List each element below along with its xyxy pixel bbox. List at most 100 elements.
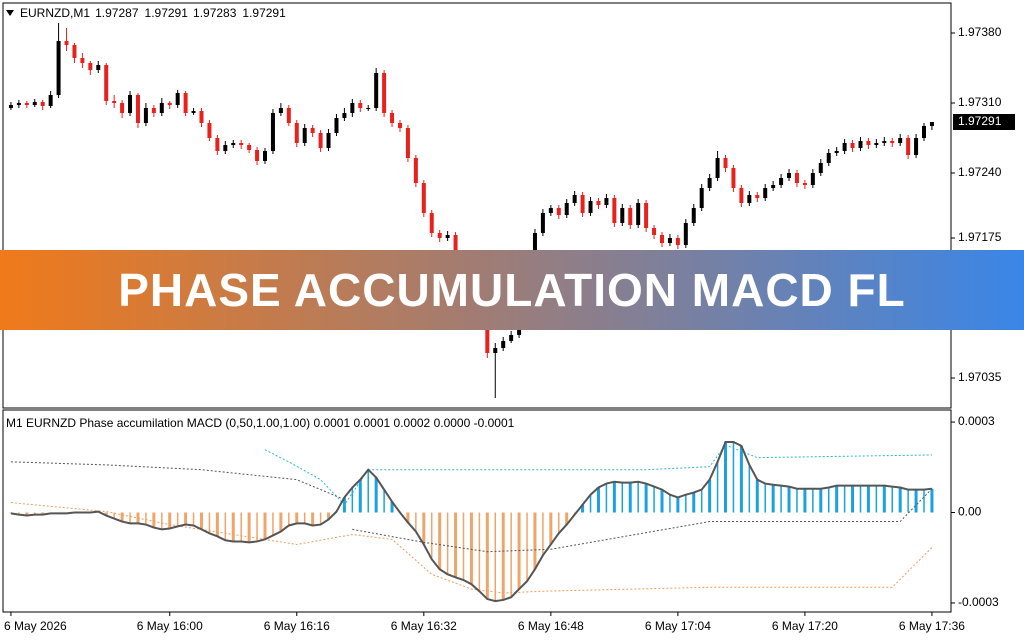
histogram-bar <box>120 512 124 522</box>
histogram-bar <box>923 489 925 513</box>
candle-body <box>294 123 299 143</box>
histogram-bar <box>724 441 728 513</box>
histogram-bar <box>247 512 251 543</box>
histogram-bar <box>192 512 195 526</box>
candle-body <box>715 158 720 178</box>
candle-body <box>24 103 29 105</box>
histogram-bar <box>907 489 909 513</box>
candle-body <box>636 203 641 225</box>
band-line <box>10 502 933 594</box>
candle-body <box>818 163 823 173</box>
histogram-bar <box>485 512 489 600</box>
x-tick-label: 6 May 17:20 <box>772 619 838 633</box>
histogram-bar <box>422 512 426 545</box>
candle-body <box>771 185 776 188</box>
candle-body <box>699 188 704 208</box>
histogram-bar <box>319 512 322 525</box>
candle-body <box>40 102 45 106</box>
histogram-bar <box>34 512 36 515</box>
candle-body <box>175 93 180 105</box>
candle-body <box>675 238 680 245</box>
candle-body <box>112 101 117 103</box>
candle-body <box>104 65 109 101</box>
main-pane <box>2 2 952 409</box>
candle-body <box>429 213 434 233</box>
candle-body <box>437 233 442 238</box>
histogram-bar <box>390 501 394 513</box>
histogram-bar <box>199 512 203 530</box>
histogram-bar <box>415 512 417 532</box>
candle-body <box>263 151 268 161</box>
histogram-bar <box>739 445 743 513</box>
histogram-bar <box>41 512 45 515</box>
histogram-bar <box>18 512 20 515</box>
candle-body <box>318 133 323 148</box>
candle-body <box>286 108 291 123</box>
candle-body <box>604 198 609 205</box>
histogram-bar <box>930 488 934 513</box>
x-tick-label: 6 May 17:36 <box>899 619 965 633</box>
candle-body <box>64 41 69 45</box>
histogram-bar <box>882 485 886 513</box>
histogram-bar <box>780 485 782 513</box>
band-line <box>264 444 932 506</box>
candle-body <box>167 103 172 105</box>
menu-arrow[interactable] <box>6 10 14 16</box>
histogram-bar <box>669 494 671 513</box>
header-value: 1.97287 <box>95 6 139 20</box>
histogram-bar <box>406 512 410 523</box>
histogram-bar <box>637 481 639 513</box>
histogram-bar <box>478 512 481 592</box>
band-line <box>352 488 933 553</box>
histogram-bar <box>295 512 299 524</box>
candle-body <box>842 143 847 151</box>
price-marker <box>953 114 1015 130</box>
candle-body <box>215 138 220 151</box>
candle-body <box>334 118 339 133</box>
candle-body <box>739 188 744 203</box>
histogram-bar <box>843 485 846 513</box>
candle-body <box>326 133 331 148</box>
candle-body <box>445 235 450 238</box>
candle-body <box>731 168 736 188</box>
candle-body <box>763 188 768 198</box>
y-tick-label: 1.97240 <box>958 165 1002 179</box>
candle-body <box>707 178 712 188</box>
candle-body <box>96 65 101 70</box>
histogram-bar <box>549 512 553 545</box>
candle-body <box>493 348 498 353</box>
candle-body <box>223 145 228 151</box>
histogram-bar <box>660 489 664 513</box>
histogram-bar <box>764 483 766 513</box>
candle-body <box>159 103 164 113</box>
candle-body <box>342 113 347 118</box>
histogram-bar <box>835 485 839 513</box>
histogram-bar <box>526 512 528 582</box>
candle-body <box>239 143 244 145</box>
candle-body <box>858 141 863 148</box>
histogram-bar <box>565 512 569 525</box>
candle-body <box>929 122 934 126</box>
histogram-bar <box>462 512 465 581</box>
candle-body <box>374 73 379 108</box>
candle-body <box>358 103 363 108</box>
banner: PHASE ACCUMULATION MACD FL <box>0 250 1024 330</box>
y-tick-label: 0.0003 <box>958 414 995 428</box>
histogram-bar <box>494 512 497 602</box>
y-tick-label: 1.97310 <box>958 95 1002 109</box>
histogram-bar <box>605 483 608 513</box>
candle-body <box>548 208 553 213</box>
histogram-bar <box>358 479 362 513</box>
histogram-bar <box>755 479 759 513</box>
histogram-bar <box>581 504 585 513</box>
candle-body <box>191 111 196 113</box>
candle-body <box>278 108 283 113</box>
candle-body <box>199 111 204 123</box>
histogram-bar <box>812 488 814 513</box>
candle-body <box>120 103 125 113</box>
histogram-bar <box>311 512 315 526</box>
candle-body <box>532 233 537 263</box>
histogram-bar <box>771 484 775 513</box>
candle-body <box>628 208 633 225</box>
